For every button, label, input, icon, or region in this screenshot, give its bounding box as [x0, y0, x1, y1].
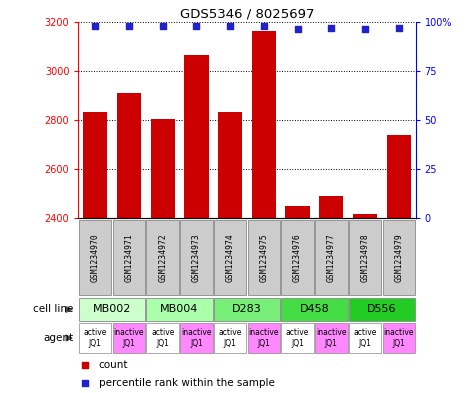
- FancyBboxPatch shape: [113, 220, 145, 295]
- Text: active
JQ1: active JQ1: [218, 328, 242, 348]
- FancyBboxPatch shape: [247, 323, 280, 353]
- FancyBboxPatch shape: [281, 220, 314, 295]
- Text: GSM1234977: GSM1234977: [327, 233, 336, 282]
- Bar: [117, 93, 141, 218]
- FancyBboxPatch shape: [247, 220, 280, 295]
- Text: active
JQ1: active JQ1: [353, 328, 377, 348]
- FancyBboxPatch shape: [382, 220, 415, 295]
- Text: D283: D283: [232, 305, 262, 314]
- FancyBboxPatch shape: [214, 323, 247, 353]
- FancyBboxPatch shape: [79, 220, 112, 295]
- Point: [260, 22, 268, 29]
- FancyBboxPatch shape: [349, 220, 381, 295]
- Text: inactive
JQ1: inactive JQ1: [383, 328, 414, 348]
- FancyBboxPatch shape: [315, 220, 348, 295]
- Bar: [387, 135, 411, 218]
- Text: GSM1234976: GSM1234976: [293, 233, 302, 282]
- FancyBboxPatch shape: [146, 220, 179, 295]
- Point: [91, 22, 99, 29]
- FancyBboxPatch shape: [382, 323, 415, 353]
- Text: GSM1234978: GSM1234978: [361, 233, 370, 282]
- Text: D556: D556: [367, 305, 397, 314]
- FancyBboxPatch shape: [146, 298, 213, 321]
- Text: percentile rank within the sample: percentile rank within the sample: [99, 378, 275, 388]
- Text: active
JQ1: active JQ1: [84, 328, 107, 348]
- Point: [125, 22, 133, 29]
- Text: GSM1234974: GSM1234974: [226, 233, 235, 282]
- Text: cell line: cell line: [33, 305, 74, 314]
- Text: GSM1234970: GSM1234970: [91, 233, 100, 282]
- Point: [361, 26, 369, 33]
- FancyBboxPatch shape: [315, 323, 348, 353]
- Text: active
JQ1: active JQ1: [286, 328, 309, 348]
- Bar: [285, 206, 310, 218]
- Text: D458: D458: [300, 305, 329, 314]
- Point: [226, 22, 234, 29]
- FancyBboxPatch shape: [214, 220, 247, 295]
- Point: [193, 22, 200, 29]
- Point: [395, 24, 403, 31]
- Text: GSM1234979: GSM1234979: [394, 233, 403, 282]
- Point: [81, 380, 89, 386]
- Text: inactive
JQ1: inactive JQ1: [316, 328, 347, 348]
- FancyBboxPatch shape: [281, 298, 348, 321]
- FancyBboxPatch shape: [349, 323, 381, 353]
- FancyBboxPatch shape: [146, 323, 179, 353]
- Bar: [353, 215, 377, 218]
- Text: MB004: MB004: [161, 305, 199, 314]
- Text: inactive
JQ1: inactive JQ1: [114, 328, 144, 348]
- Point: [81, 362, 89, 368]
- FancyBboxPatch shape: [214, 298, 280, 321]
- Text: inactive
JQ1: inactive JQ1: [181, 328, 212, 348]
- Bar: [83, 112, 107, 218]
- Text: GSM1234973: GSM1234973: [192, 233, 201, 282]
- Bar: [151, 119, 175, 218]
- FancyBboxPatch shape: [79, 323, 112, 353]
- FancyBboxPatch shape: [113, 323, 145, 353]
- FancyBboxPatch shape: [79, 298, 145, 321]
- Point: [159, 22, 166, 29]
- Bar: [218, 112, 242, 218]
- Text: GSM1234972: GSM1234972: [158, 233, 167, 282]
- Text: count: count: [99, 360, 128, 370]
- Bar: [319, 196, 343, 218]
- Text: MB002: MB002: [93, 305, 131, 314]
- Text: GSM1234971: GSM1234971: [124, 233, 133, 282]
- Bar: [184, 55, 209, 218]
- Bar: [252, 31, 276, 218]
- Text: agent: agent: [44, 333, 74, 343]
- Text: GSM1234975: GSM1234975: [259, 233, 268, 282]
- Point: [328, 24, 335, 31]
- Text: active
JQ1: active JQ1: [151, 328, 174, 348]
- FancyBboxPatch shape: [349, 298, 415, 321]
- FancyBboxPatch shape: [180, 323, 213, 353]
- FancyBboxPatch shape: [180, 220, 213, 295]
- Point: [294, 26, 302, 33]
- FancyBboxPatch shape: [281, 323, 314, 353]
- Title: GDS5346 / 8025697: GDS5346 / 8025697: [180, 7, 314, 20]
- Text: inactive
JQ1: inactive JQ1: [248, 328, 279, 348]
